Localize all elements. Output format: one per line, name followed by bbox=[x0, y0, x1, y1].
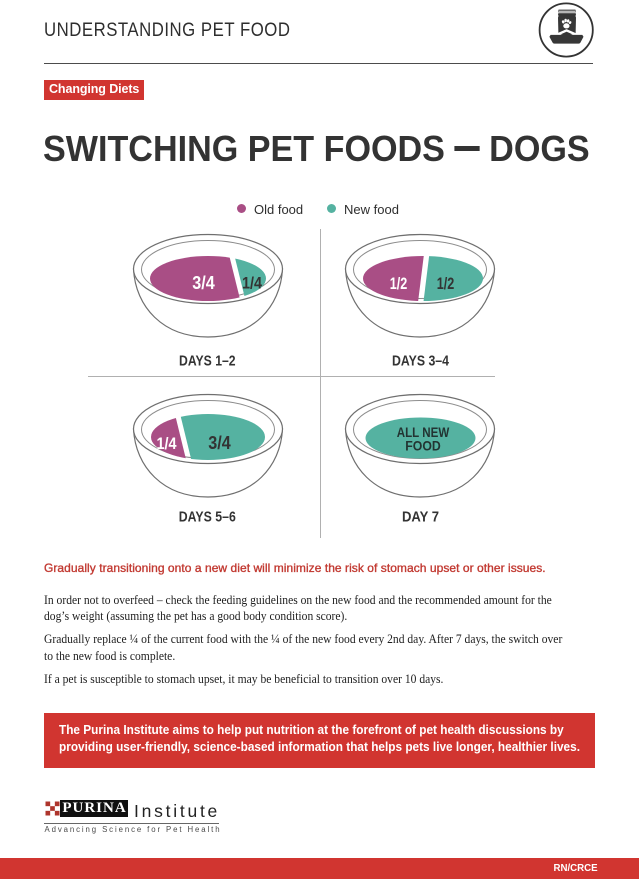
svg-text:DAY 7: DAY 7 bbox=[402, 510, 439, 526]
svg-text:ALL NEW: ALL NEW bbox=[397, 425, 450, 440]
svg-text:3/4: 3/4 bbox=[192, 273, 215, 293]
svg-text:1/4: 1/4 bbox=[242, 274, 262, 293]
svg-text:DAYS 3–4: DAYS 3–4 bbox=[392, 354, 449, 370]
svg-text:1/4: 1/4 bbox=[157, 434, 177, 453]
svg-text:DAYS 5–6: DAYS 5–6 bbox=[179, 510, 236, 526]
svg-text:FOOD: FOOD bbox=[405, 439, 441, 454]
svg-text:3/4: 3/4 bbox=[208, 433, 231, 453]
svg-text:1/2: 1/2 bbox=[437, 274, 455, 293]
svg-text:1/2: 1/2 bbox=[390, 274, 408, 293]
svg-text:DAYS 1–2: DAYS 1–2 bbox=[179, 354, 236, 370]
